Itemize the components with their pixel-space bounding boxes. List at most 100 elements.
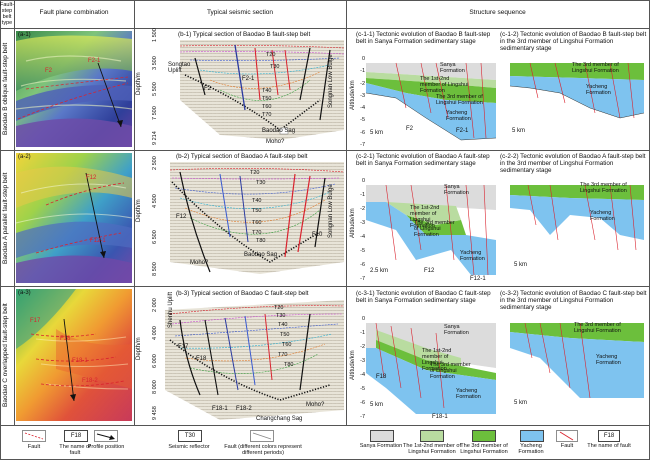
y-tick-label: -7 (360, 276, 365, 282)
depth-tick-b1-0: 1 500 (152, 28, 158, 42)
depth-tick-b2-0: 2 500 (152, 156, 158, 170)
y-tick-label: -1 (360, 68, 365, 75)
legend-lingshui3-label: The 3rd member of Lingshui Formation (460, 443, 508, 456)
y-ticks-c11: 0 -1 -2 -3 -4 -5 -6 -7 (356, 56, 366, 148)
seismic-label-b2-f12: F12 (176, 214, 187, 220)
structure-title-c21: (c-2-1) Tectonic evolution of Baodao A f… (356, 153, 490, 168)
y-tick-label: -5 (360, 117, 365, 124)
depth-tick-b2-3: 8 500 (152, 262, 158, 276)
depth-label-b3: Depth/m (136, 337, 142, 360)
reflector-b1-t60: T60 (262, 104, 272, 110)
y-tick-label: -5 (360, 248, 365, 254)
c21-label-yacheng: Yacheng Formation (460, 250, 485, 262)
reflector-b3-t30: T30 (276, 313, 286, 319)
reflector-b3-t70: T70 (278, 352, 288, 358)
header-structure: Structure sequence (469, 9, 526, 16)
legend-fault-symbol (22, 430, 46, 442)
c32-label-l3: The 3rd member of Lingshui Formation (574, 322, 621, 334)
depth-tick-b1-1: 3 500 (152, 56, 158, 70)
fault-label-a1-f2-1: F2-1 (88, 58, 101, 64)
seismic-label-b1-f2: F2 (204, 86, 212, 92)
row-type-label-3: Baodao C overlapped fault-step belt (2, 303, 9, 408)
c11-label-l3: The 3rd member of Lingshui Formation (436, 94, 483, 106)
y-tick-label: -2 (360, 80, 365, 87)
fault-plane-map-a2 (16, 153, 132, 283)
structure-title-c22: (c-2-2) Tectonic evolution of Baodao A f… (500, 153, 646, 175)
y-tick-label: -4 (360, 372, 365, 378)
reflector-b2-t60: T60 (252, 220, 262, 226)
c11-fault-f2: F2 (406, 126, 414, 132)
legend-fault-name-label: The name of fault (59, 444, 91, 457)
c11-label-l12: The 1st-2nd member of Lingshui Formation (420, 76, 469, 94)
c22-label-yacheng: Yacheng Formation (590, 210, 615, 222)
c31-label-sanya: Sanya Formation (444, 324, 469, 336)
structure-title-c12: (c-1-2) Tectonic evolution of Baodao B f… (500, 31, 647, 53)
y-tick-label: -7 (360, 414, 365, 420)
depth-tick-b2-1: 4 500 (152, 194, 158, 208)
depth-label-b2: Depth/m (136, 199, 142, 222)
seismic-label-b1-moho: Moho? (266, 139, 285, 145)
reflector-b1-t20: T20 (266, 52, 276, 58)
c31-fault-f18: F18 (376, 374, 387, 380)
structure-section-c32 (510, 318, 644, 418)
fault-label-a3-f17: F17 (30, 318, 41, 324)
y-ticks-c31: 0 -1 -2 -3 -4 -5 -6 -7 (356, 316, 366, 420)
header-fault-plane: Fault plane combination (39, 9, 109, 16)
reflector-b2-t30: T30 (256, 180, 266, 186)
y-tick-label: -4 (360, 105, 365, 112)
legend-lingshui12-swatch (420, 430, 444, 442)
seismic-label-b1-sag: Baodao Sag (262, 128, 296, 134)
y-tick-label: 0 (361, 316, 365, 322)
structure-section-c11 (366, 58, 496, 148)
legend-fault-label: Fault (27, 444, 41, 450)
c21-label-l3: The 3rd member of Lingshui Formation (414, 220, 455, 238)
legend-lingshui3-swatch (472, 430, 496, 442)
legend-yacheng-label: Yacheng Formation (518, 443, 544, 456)
structure-title-c11: (c-1-1) Tectonic evolution of Baodao B f… (356, 31, 491, 46)
fault-label-a2-f12: F12 (86, 175, 97, 181)
depth-tick-b1-2: 5 500 (152, 82, 158, 96)
seismic-label-b2-f10: F10 (312, 232, 323, 238)
depth-tick-b3-4: 9 458 (152, 406, 158, 420)
reflector-b1-t30: T30 (270, 64, 280, 70)
seismic-label-b2-moho: Moho? (190, 260, 209, 266)
row-type-label-2: Baodao A parallel fault-step belt (2, 172, 9, 264)
header-seismic: Typical seismic section (206, 9, 274, 16)
c12-label-l3: The 3rd member of Lingshui Formation (572, 62, 619, 74)
legend-profile-symbol (94, 430, 118, 442)
c11-label-yacheng: Yacheng Formation (446, 110, 471, 122)
panel-tag-a1: (a-1) (18, 32, 31, 38)
c22-scale: 5 km (514, 262, 528, 268)
depth-tick-b3-3: 8 000 (152, 380, 158, 394)
reflector-b2-t50: T50 (252, 208, 262, 214)
y-tick-label: -5 (360, 386, 365, 392)
y-tick-label: -4 (360, 234, 365, 240)
structure-section-c31 (366, 318, 496, 422)
depth-tick-b2-2: 6 500 (152, 230, 158, 244)
seismic-label-b2-songnan: Songnan Low Bulge (328, 184, 334, 238)
reflector-b2-t80: T80 (256, 238, 266, 244)
c11-label-sanya: Sanya Formation (440, 62, 465, 74)
seismic-label-b3-f18: F18 (196, 356, 207, 362)
y-tick-label: -7 (360, 142, 365, 148)
c21-fault-f12-1: F12-1 (470, 276, 486, 282)
depth-label-b1: Depth/m (136, 72, 142, 95)
y-tick-label: -6 (360, 262, 365, 268)
depth-tick-b3-2: 6 000 (152, 354, 158, 368)
y-tick-label: 0 (361, 178, 365, 184)
c12-scale: 5 km (512, 128, 526, 134)
c12-label-yacheng: Yacheng Formation (586, 84, 611, 96)
legend-reflector-box: T30 (178, 430, 202, 442)
seismic-label-b3-shenhu: Shenhu Uplift (168, 291, 174, 328)
structure-title-c31: (c-3-1) Tectonic evolution of Baodao C f… (356, 290, 491, 305)
depth-tick-b3-0: 2 000 (152, 298, 158, 312)
y-tick-label: -1 (360, 192, 365, 198)
legend-fault-name-label2: The name of fault (587, 443, 631, 449)
header-fault-step-type: Fault-step belt type (0, 2, 15, 26)
seismic-section-b1 (160, 40, 344, 148)
y-tick-label: 0 (361, 56, 365, 62)
c22-label-l3: The 3rd member of Lingshui Formation (580, 182, 627, 194)
seismic-label-b3-f18-2: F18-2 (236, 406, 252, 412)
reflector-b3-t40: T40 (278, 322, 288, 328)
depth-tick-b3-1: 4 000 (152, 326, 158, 340)
